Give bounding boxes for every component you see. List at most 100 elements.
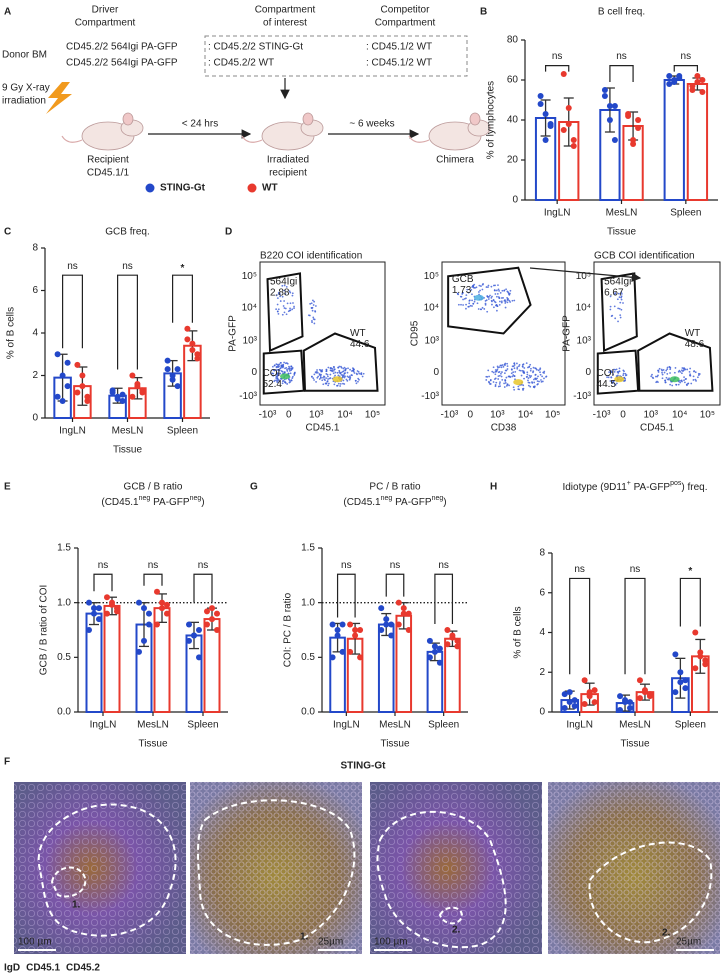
flow-event — [344, 369, 346, 372]
flow-density-core — [669, 376, 680, 383]
data-point — [119, 391, 126, 398]
flow-event — [534, 373, 537, 376]
flow-event — [349, 368, 351, 371]
y-tick-label: -10³ — [239, 391, 257, 402]
flow-density-core — [614, 376, 625, 383]
y-tick-label: 6 — [32, 285, 38, 296]
flow-event — [310, 302, 313, 305]
flow-event — [513, 364, 516, 366]
mouse-label: CD45.1/1 — [87, 168, 130, 179]
gate-name: COI — [597, 368, 615, 379]
flow-event — [277, 308, 280, 311]
data-point — [444, 627, 451, 633]
flow-event — [291, 292, 294, 295]
flow-event — [322, 376, 324, 379]
flow-event — [508, 299, 511, 302]
flow-event — [361, 375, 364, 378]
data-point — [191, 632, 197, 639]
data-point — [352, 632, 359, 639]
significance-label: * — [688, 566, 692, 577]
channel-label: CD45.2 — [66, 963, 100, 974]
superscript: pos — [670, 480, 682, 487]
flow-event — [499, 300, 501, 303]
flow-event — [608, 371, 611, 373]
x-tick-label: Spleen — [670, 208, 701, 219]
flow-event — [666, 366, 669, 369]
flow-event — [352, 368, 355, 370]
flow-event — [277, 368, 279, 371]
flow-event — [288, 367, 291, 369]
flow-event — [479, 289, 481, 292]
flow-event — [497, 378, 500, 380]
flow-event — [325, 368, 328, 371]
data-point — [74, 389, 81, 396]
flow-event — [285, 367, 288, 369]
flow-event — [484, 300, 487, 302]
flow-event — [527, 381, 530, 384]
flow-event — [506, 362, 509, 365]
y-tick-label: 0.5 — [301, 652, 315, 663]
flow-plot-frame — [259, 261, 386, 406]
data-point — [104, 610, 110, 617]
flow-density-core — [280, 373, 290, 380]
flow-event — [516, 366, 519, 369]
data-point — [196, 627, 202, 633]
flow-event — [314, 305, 317, 307]
flow-event — [532, 371, 534, 374]
x-tick-label: MesLN — [606, 208, 638, 219]
data-point — [139, 387, 146, 394]
data-point — [542, 111, 549, 117]
donor-cell: : CD45.1/2 WT — [366, 58, 432, 69]
gate-percentage: 52.4 — [263, 379, 283, 390]
flow-event — [275, 369, 278, 371]
superscript: + — [627, 480, 631, 487]
data-point — [114, 608, 120, 615]
flow-event — [618, 307, 621, 310]
flow-event — [498, 304, 501, 306]
data-point — [74, 361, 81, 368]
flow-event — [511, 375, 514, 378]
flow-event — [540, 379, 542, 381]
flow-event — [494, 370, 497, 373]
flow-event — [286, 383, 289, 385]
flow-event — [278, 380, 281, 383]
flow-event — [286, 370, 289, 372]
flow-event — [456, 292, 459, 295]
panel-letter: G — [250, 482, 258, 493]
gate-arrow — [529, 267, 642, 283]
data-point — [186, 637, 192, 644]
flow-event — [517, 365, 520, 368]
flow-event — [468, 302, 471, 305]
significance-label: ns — [98, 560, 109, 571]
y-tick-label: 0 — [585, 367, 591, 378]
superscript: neg — [381, 495, 393, 502]
gate — [302, 332, 379, 392]
data-point — [204, 608, 210, 615]
flow-event — [283, 300, 286, 302]
flow-event — [355, 382, 358, 385]
data-point — [388, 621, 395, 628]
mouse-ear — [469, 112, 481, 126]
flow-event — [313, 300, 316, 303]
chart-subtitle: (CD45.1neg PA-GFPneg) — [101, 495, 204, 508]
data-point — [692, 629, 699, 636]
data-point — [699, 89, 706, 95]
flow-event — [489, 383, 492, 385]
legend-label: WT — [262, 183, 278, 194]
flow-event — [696, 376, 699, 379]
flow-event — [494, 293, 497, 295]
flow-event — [347, 367, 349, 370]
y-axis-label: % of lymphocytes — [486, 81, 497, 159]
flow-event — [669, 368, 672, 371]
data-point — [694, 73, 701, 79]
significance-bracket — [679, 577, 701, 627]
panel-letter: H — [490, 482, 497, 493]
mouse-label: Recipient — [87, 155, 129, 166]
data-point — [611, 137, 618, 143]
flow-event — [517, 388, 520, 391]
data-point — [169, 376, 176, 383]
data-point — [426, 654, 433, 661]
flow-event — [340, 373, 343, 376]
flow-title: B220 COI identification — [260, 251, 362, 262]
